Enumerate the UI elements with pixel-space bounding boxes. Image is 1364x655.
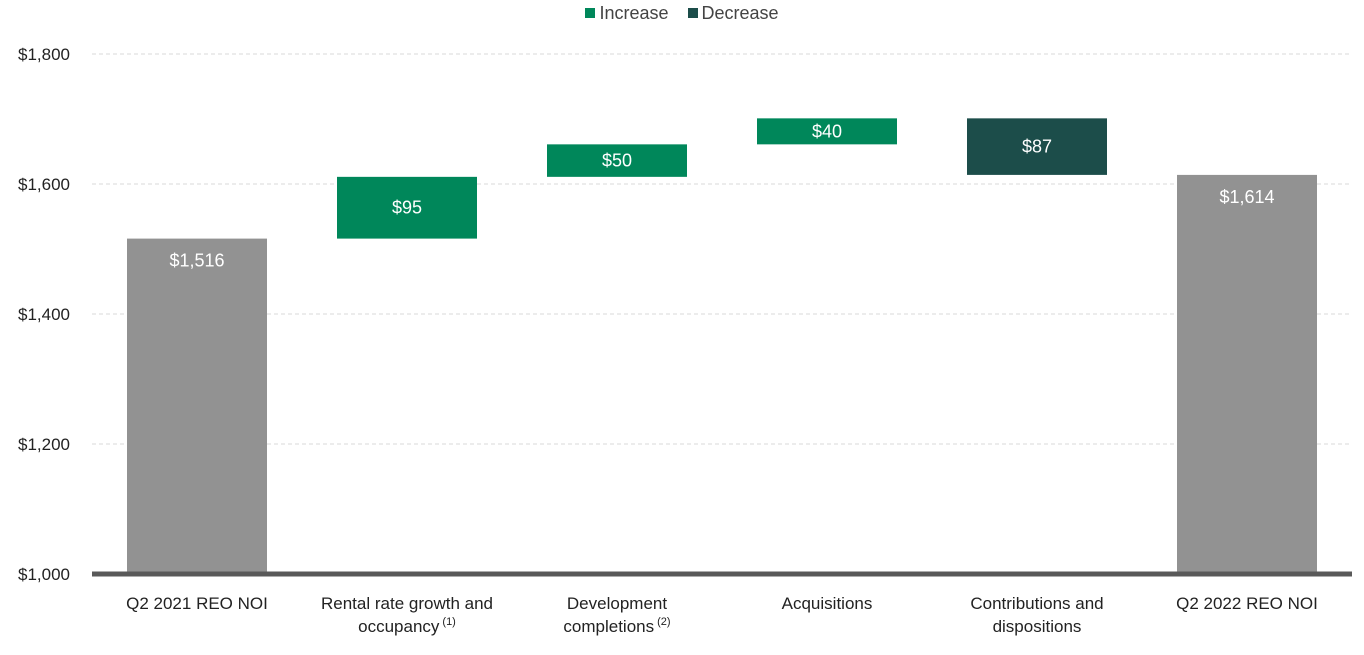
bar-total [127,238,267,574]
chart-legend: Increase Decrease [0,3,1364,24]
data-label: $50 [602,151,632,171]
bar-decrease [967,118,1107,175]
category-label: Q2 2022 REO NOI [1142,592,1352,615]
data-label: $95 [392,198,422,218]
y-axis-ticks: $1,000 $1,200 $1,400 $1,600 $1,800 [18,45,70,584]
footnote-marker: (1) [442,616,456,628]
bars: $1,516 $95 $50 $40 $87 $1,614 [127,118,1317,574]
category-text: Q2 2021 REO NOI [126,594,268,613]
bar-total [1177,174,1317,574]
y-tick-label: $1,400 [18,305,70,324]
category-text: Rental rate growth and occupancy [321,594,493,636]
bar-increase [337,176,477,239]
category-text: Development completions [563,594,668,636]
category-label: Rental rate growth and occupancy (1) [302,592,512,638]
legend-swatch-decrease [687,8,698,18]
y-tick-label: $1,200 [18,435,70,454]
legend-label-decrease: Decrease [701,3,779,23]
category-label: Acquisitions [722,592,932,615]
category-label: Contributions and dispositions [932,592,1142,638]
legend-item-decrease: Decrease [687,3,779,24]
category-text: Q2 2022 REO NOI [1176,594,1318,613]
y-tick-label: $1,000 [18,565,70,584]
category-label: Development completions (2) [512,592,722,638]
category-text: Contributions and dispositions [970,594,1104,636]
legend-item-increase: Increase [585,3,668,24]
y-tick-label: $1,600 [18,175,70,194]
data-label: $87 [1022,137,1052,157]
data-label: $40 [812,121,842,141]
gridlines [92,53,1352,445]
legend-swatch-increase [585,8,596,18]
footnote-marker: (2) [657,616,671,628]
bar-increase [547,144,687,177]
bar-increase [757,118,897,145]
y-tick-label: $1,800 [18,45,70,64]
category-label: Q2 2021 REO NOI [92,592,302,615]
data-label: $1,614 [1219,187,1274,207]
category-text: Acquisitions [781,594,873,613]
data-label: $1,516 [169,251,224,271]
legend-label-increase: Increase [599,3,669,23]
